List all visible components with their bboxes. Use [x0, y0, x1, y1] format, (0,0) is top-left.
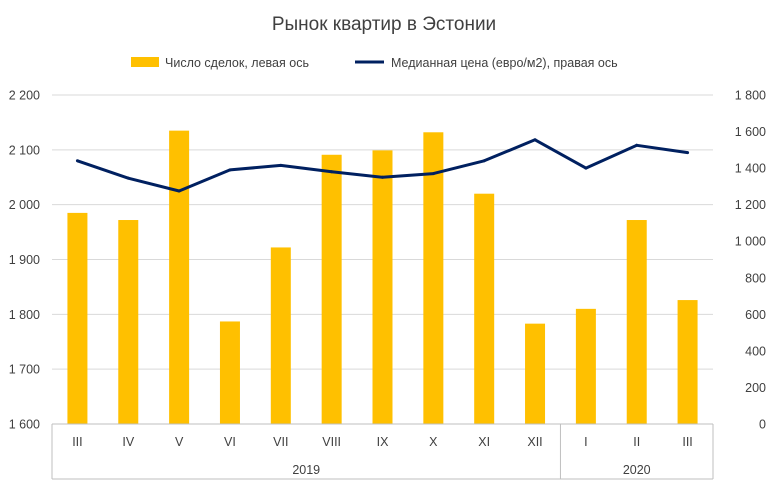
right-tick-label: 800 — [745, 271, 766, 285]
right-tick-label: 1 400 — [735, 162, 766, 176]
right-tick-label: 0 — [759, 418, 766, 432]
right-tick-label: 1 000 — [735, 235, 766, 249]
left-tick-label: 1 700 — [9, 363, 40, 377]
right-tick-label: 600 — [745, 308, 766, 322]
bar — [118, 220, 139, 424]
bar — [169, 130, 190, 424]
line-point — [330, 170, 334, 174]
bar — [626, 220, 647, 424]
left-tick-label: 2 100 — [9, 143, 40, 157]
right-axis-ticks: 0 200 400 600 800 1 000 1 200 1 400 1 600 1 800 — [735, 89, 766, 432]
right-tick-label: 400 — [745, 344, 766, 358]
bar — [575, 308, 596, 424]
category-label: VII — [273, 435, 288, 449]
bar — [219, 321, 240, 424]
category-label: IV — [122, 435, 134, 449]
bar — [525, 323, 546, 424]
category-label: V — [175, 435, 184, 449]
line-point — [635, 143, 639, 147]
bar-series — [67, 130, 698, 425]
legend: Число сделок, левая ось Медианная цена (… — [131, 56, 618, 70]
line-point — [431, 172, 435, 176]
year-label: 2019 — [292, 463, 320, 477]
left-axis-ticks: 1 600 1 700 1 800 1 900 2 000 2 100 2 200 — [9, 89, 40, 432]
right-tick-label: 1 800 — [735, 89, 766, 103]
category-labels: III IV V VI VII VIII IX X XI XII I II III — [72, 435, 693, 449]
chart-title: Рынок квартир в Эстонии — [272, 14, 496, 35]
line-point — [686, 151, 690, 155]
category-label: XII — [527, 435, 542, 449]
left-tick-label: 2 200 — [9, 89, 40, 103]
line-point — [228, 168, 232, 172]
category-label: VIII — [322, 435, 341, 449]
left-tick-label: 2 000 — [9, 198, 40, 212]
legend-label-bars: Число сделок, левая ось — [165, 56, 309, 70]
right-tick-label: 1 200 — [735, 198, 766, 212]
axes — [51, 423, 714, 480]
left-tick-label: 1 800 — [9, 308, 40, 322]
category-label: III — [682, 435, 692, 449]
line-point — [126, 176, 130, 180]
bar — [372, 150, 393, 425]
line-point — [381, 175, 384, 179]
category-label: X — [429, 435, 438, 449]
line-series — [75, 138, 690, 193]
right-tick-label: 1 600 — [735, 125, 766, 139]
bar — [677, 300, 698, 424]
line-point — [482, 159, 486, 163]
category-label: III — [72, 435, 82, 449]
left-tick-label: 1 900 — [9, 253, 40, 267]
bar — [474, 193, 495, 424]
bar — [67, 212, 88, 424]
line-point — [279, 163, 283, 167]
bar — [423, 132, 444, 424]
category-label: VI — [224, 435, 236, 449]
line-point — [177, 189, 181, 193]
bar — [321, 154, 342, 425]
category-label: XI — [478, 435, 490, 449]
legend-label-line: Медианная цена (евро/м2), правая ось — [391, 56, 618, 70]
left-tick-label: 1 600 — [9, 418, 40, 432]
category-label: II — [633, 435, 640, 449]
category-label: I — [584, 435, 587, 449]
line-point — [75, 159, 79, 163]
bar — [270, 247, 291, 424]
line-point — [533, 138, 537, 142]
category-label: IX — [377, 435, 389, 449]
legend-swatch-bars — [131, 57, 159, 67]
year-labels: 2019 2020 — [292, 463, 650, 477]
right-tick-label: 200 — [745, 381, 766, 395]
year-label: 2020 — [623, 463, 651, 477]
line-point — [584, 166, 588, 170]
